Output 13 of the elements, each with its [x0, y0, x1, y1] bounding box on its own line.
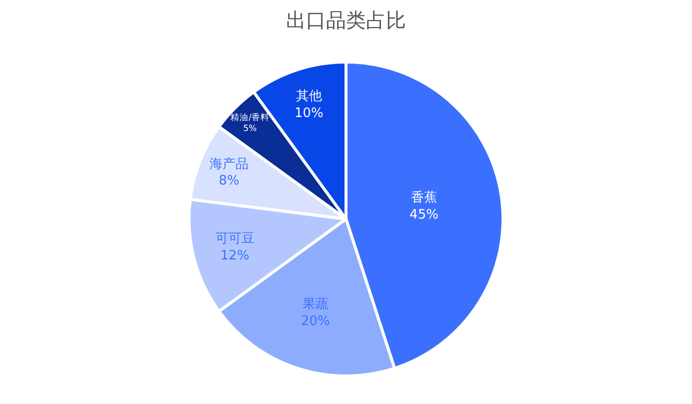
slice-label: 海产品	[210, 156, 249, 172]
data-label: 45%	[410, 208, 438, 223]
slice-label: 可可豆	[215, 232, 254, 247]
data-label: 12%	[220, 248, 250, 264]
data-label: 20%	[300, 314, 330, 329]
slice-label: 果蔬	[302, 297, 328, 312]
data-label: 5%	[243, 124, 257, 134]
data-label: 8%	[218, 174, 240, 189]
data-label: 10%	[294, 106, 324, 121]
chart-title: 出口品类占比	[286, 8, 406, 32]
slice-label: 精油/香料	[230, 112, 270, 123]
slice-label: 其他	[296, 88, 322, 104]
slice-label: 香蕉	[411, 190, 438, 206]
